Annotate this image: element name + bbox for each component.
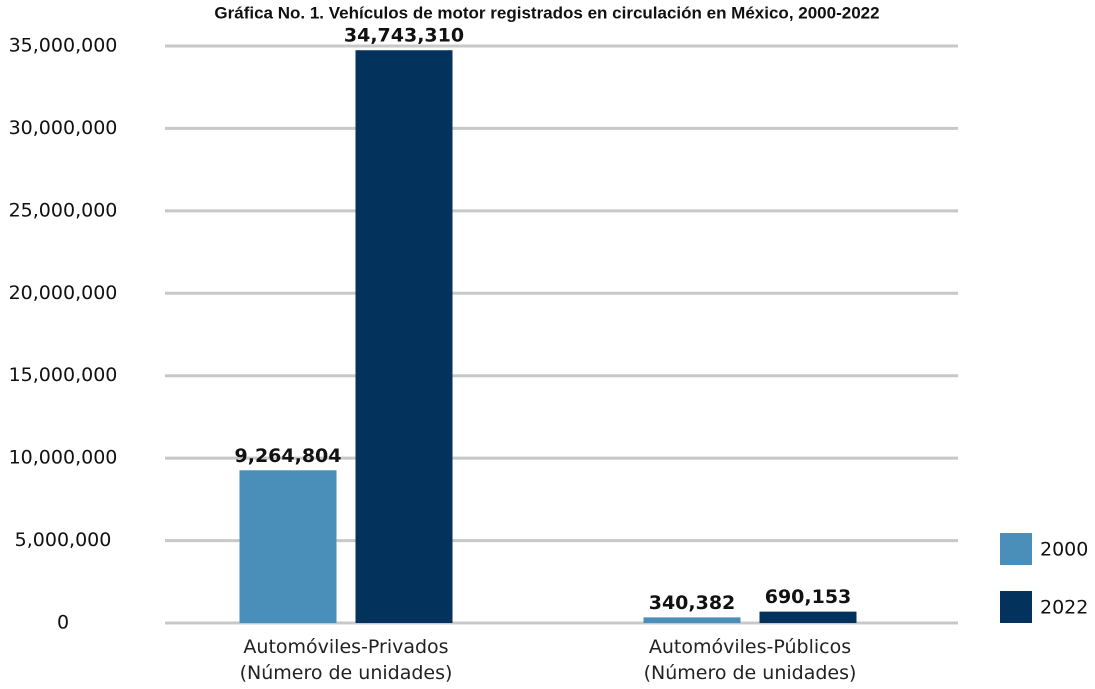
legend-label: 2022 (1040, 597, 1088, 619)
data-label: 34,743,310 (344, 25, 464, 47)
y-tick-label: 5,000,000 (15, 529, 112, 551)
legend-swatch (1000, 533, 1032, 565)
y-tick-label: 25,000,000 (9, 199, 118, 221)
y-tick-label: 30,000,000 (9, 117, 118, 139)
legend-swatch (1000, 591, 1032, 623)
legend-label: 2000 (1040, 539, 1088, 561)
y-tick-label: 0 (57, 612, 69, 634)
data-label: 340,382 (649, 592, 736, 614)
y-tick-label: 20,000,000 (9, 282, 118, 304)
y-tick-label: 15,000,000 (9, 364, 118, 386)
data-label: 9,264,804 (235, 445, 342, 467)
bar (643, 617, 741, 623)
y-tick-label: 35,000,000 (9, 35, 118, 57)
bar (355, 50, 453, 624)
chart-title: Gráfica No. 1. Vehículos de motor regist… (214, 3, 879, 22)
bar (759, 611, 857, 623)
y-tick-label: 10,000,000 (9, 447, 118, 469)
x-tick-label: Automóviles-Públicos (Número de unidades) (644, 636, 857, 684)
x-tick-label: Automóviles-Privados (Número de unidades) (240, 636, 453, 684)
data-label: 690,153 (765, 586, 852, 608)
bar (239, 470, 337, 623)
